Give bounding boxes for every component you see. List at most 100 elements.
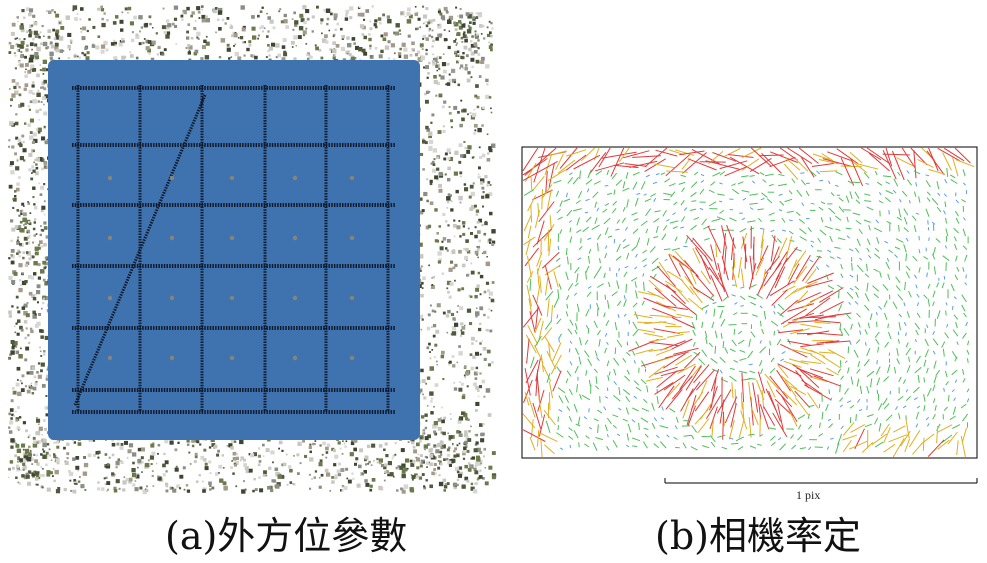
point-cloud-dot <box>22 217 27 223</box>
residual-vector <box>892 189 897 194</box>
point-cloud-dot <box>45 395 48 397</box>
residual-vector <box>933 375 937 384</box>
point-cloud-dot <box>28 291 33 296</box>
residual-vectors <box>522 147 975 458</box>
point-cloud-dot <box>443 6 448 11</box>
point-cloud-dot <box>28 434 31 437</box>
residual-vector <box>717 272 729 298</box>
point-cloud-dot <box>475 311 480 316</box>
point-cloud-dot <box>436 303 441 308</box>
residual-vector <box>613 357 620 366</box>
residual-vector <box>649 314 665 317</box>
point-cloud-dot <box>29 100 33 104</box>
point-cloud-dot <box>331 480 335 484</box>
point-cloud-dot <box>324 34 328 38</box>
residual-vector <box>757 394 762 420</box>
point-cloud-dot <box>105 48 109 52</box>
residual-vector <box>622 357 627 363</box>
point-cloud-dot <box>447 446 451 450</box>
point-cloud-dot <box>424 141 428 145</box>
point-cloud-dot <box>237 37 240 39</box>
residual-vector <box>918 196 921 203</box>
point-cloud-dot <box>163 48 167 52</box>
residual-vector <box>709 435 716 443</box>
point-cloud-dot <box>31 255 35 259</box>
residual-vector <box>834 184 839 187</box>
point-cloud-dot <box>17 142 21 146</box>
point-cloud-dot <box>436 55 438 58</box>
point-cloud-dot <box>445 10 449 14</box>
residual-vector <box>597 242 599 252</box>
point-cloud-dot <box>148 52 151 55</box>
residual-vector <box>882 149 897 180</box>
point-cloud-dot <box>422 5 425 8</box>
point-cloud-dot <box>491 475 496 480</box>
point-cloud-dot <box>131 472 137 478</box>
point-cloud-dot <box>36 417 38 419</box>
residual-vector <box>770 235 776 262</box>
point-cloud-dot <box>188 50 191 52</box>
point-cloud-dot <box>475 482 479 485</box>
point-cloud-dot <box>415 27 418 31</box>
point-cloud-dot <box>466 250 471 254</box>
point-cloud-dot <box>417 57 423 62</box>
residual-vector <box>852 181 861 184</box>
residual-vector <box>655 225 659 233</box>
point-cloud-dot <box>265 56 268 58</box>
residual-vector <box>753 244 755 272</box>
point-cloud-dot <box>267 49 270 53</box>
point-cloud-dot <box>456 444 459 447</box>
point-cloud-dot <box>19 458 23 462</box>
residual-vector <box>646 237 650 246</box>
residual-vector <box>783 360 802 368</box>
point-cloud-dot <box>10 438 15 443</box>
residual-vector <box>671 338 693 350</box>
point-cloud-dot <box>11 305 14 308</box>
point-cloud-dot <box>35 431 41 436</box>
point-cloud-dot <box>22 251 25 254</box>
residual-vector <box>927 298 930 307</box>
point-cloud-dot <box>484 481 489 486</box>
point-cloud-dot <box>13 341 18 346</box>
residual-vector <box>798 147 819 164</box>
point-cloud-dot <box>477 395 480 398</box>
residual-vector <box>856 238 861 247</box>
residual-vector <box>794 158 809 172</box>
residual-vector <box>528 396 536 418</box>
point-cloud-dot <box>485 64 490 69</box>
point-cloud-dot <box>481 153 486 158</box>
point-cloud-dot <box>21 443 26 448</box>
point-cloud-dot <box>448 363 451 366</box>
point-cloud-dot <box>449 459 454 464</box>
point-cloud-dot <box>117 458 120 461</box>
residual-vector <box>759 171 765 176</box>
point-cloud-dot <box>398 55 402 58</box>
residual-vector <box>604 245 608 249</box>
residual-vector <box>682 399 690 419</box>
residual-vector <box>884 312 888 320</box>
point-cloud-dot <box>31 294 35 298</box>
residual-vector <box>821 411 824 420</box>
point-cloud-dot <box>470 76 473 79</box>
residual-vector <box>798 281 818 290</box>
point-cloud-dot <box>435 64 439 68</box>
residual-vector <box>828 180 831 185</box>
residual-vector <box>666 270 684 282</box>
residual-vector <box>537 431 558 443</box>
residual-vector <box>578 356 582 365</box>
point-cloud-dot <box>267 486 271 490</box>
residual-vector <box>714 345 717 354</box>
point-cloud-dot <box>463 141 466 143</box>
point-cloud-dot <box>35 166 39 170</box>
residual-vector <box>737 181 744 185</box>
residual-vector <box>764 173 774 177</box>
point-cloud-dot <box>326 472 331 477</box>
residual-vector <box>605 320 610 327</box>
residual-vector <box>962 266 965 272</box>
point-cloud-dot <box>19 243 22 246</box>
residual-vector <box>855 220 862 225</box>
point-cloud-dot <box>39 108 42 111</box>
residual-vector <box>883 376 890 382</box>
point-cloud-dot <box>431 326 433 328</box>
point-cloud-dot <box>217 472 220 474</box>
